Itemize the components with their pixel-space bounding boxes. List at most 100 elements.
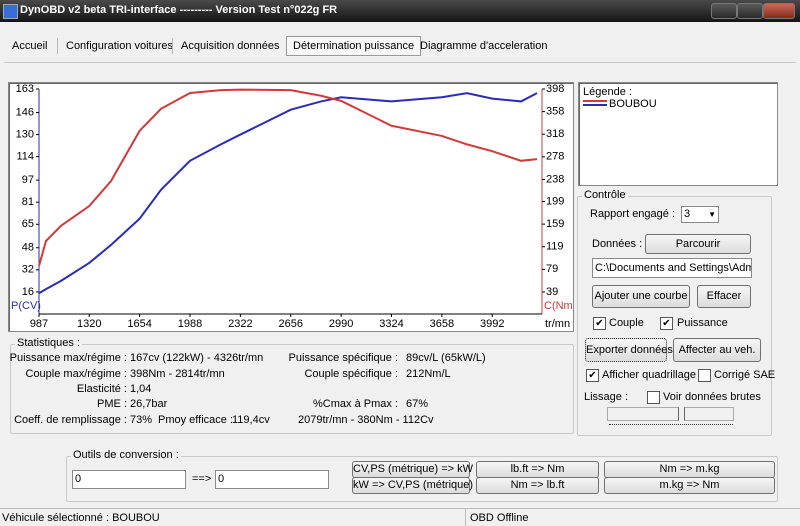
path-field[interactable]: C:\Documents and Settings\Admir <box>592 258 752 278</box>
x-tick-label: 3324 <box>379 318 403 330</box>
convert-button[interactable]: Nm => lb.ft <box>476 477 599 494</box>
add-curve-button[interactable]: Ajouter une courbe <box>592 285 690 308</box>
tab-separator <box>172 38 173 54</box>
legend-title: Légende : <box>583 86 632 98</box>
checkbox[interactable] <box>586 369 599 382</box>
export-button[interactable]: Exporter données <box>585 338 673 362</box>
y-tick-label: 65 <box>22 218 34 230</box>
tab[interactable]: Accueil <box>12 40 48 52</box>
y-tick-label: 146 <box>16 106 34 118</box>
legend-panel: Légende : BOUBOU <box>578 82 778 186</box>
stat-value: 212Nm/L <box>406 368 451 380</box>
gear-select[interactable]: 3 ▼ <box>681 206 719 223</box>
stat-label: Pmoy efficace : <box>158 414 233 426</box>
tab[interactable]: Diagramme d'acceleration <box>420 40 548 52</box>
checkbox-label: Afficher quadrillage <box>602 369 696 381</box>
x-tick-label: 1320 <box>77 318 101 330</box>
checkbox[interactable] <box>698 369 711 382</box>
y-tick-label: 48 <box>22 242 34 254</box>
y2-tick-label: 398 <box>546 83 564 95</box>
y-axis-label: P(CV) <box>11 300 41 312</box>
checkbox[interactable] <box>660 317 673 330</box>
y-tick-label: 97 <box>22 174 34 186</box>
stat-label: PME : <box>97 398 127 410</box>
tab[interactable]: Configuration voitures <box>66 40 174 52</box>
arrow-label: ==> <box>192 473 212 485</box>
series-line <box>38 88 538 267</box>
checkbox-label: Voir données brutes <box>663 391 761 403</box>
legend-entry: BOUBOU <box>609 98 657 110</box>
tab-separator <box>57 38 58 54</box>
tab[interactable]: Acquisition données <box>181 40 280 52</box>
convert-button[interactable]: kW => CV,PS (métrique) <box>352 477 473 494</box>
x-tick-label: 2990 <box>329 318 353 330</box>
convert-button[interactable]: lb.ft => Nm <box>476 461 599 478</box>
clear-button[interactable]: Effacer <box>697 285 751 308</box>
x-tick-label: 3992 <box>480 318 504 330</box>
stat-value: 73% <box>130 414 153 426</box>
checkbox[interactable] <box>593 317 606 330</box>
checkbox[interactable] <box>647 391 660 404</box>
slider[interactable] <box>607 407 679 421</box>
label: Données : <box>592 238 643 250</box>
x-tick-label: 987 <box>30 318 48 330</box>
gear-value: 3 <box>684 208 691 220</box>
status-text: OBD Offline <box>470 512 529 524</box>
stat-value: 1,04 <box>130 383 152 395</box>
convert-button[interactable]: m.kg => Nm <box>604 477 775 494</box>
y2-tick-label: 278 <box>546 151 564 163</box>
statistics-group <box>10 344 574 434</box>
group-title: Statistiques : <box>15 337 82 349</box>
title-bar: DynOBD v2 beta TRI-interface --------- V… <box>0 0 800 22</box>
control-group <box>577 196 772 436</box>
close-button[interactable] <box>763 3 795 19</box>
y2-tick-label: 79 <box>546 263 558 275</box>
x-tick-label: 1988 <box>178 318 202 330</box>
stat-value: 167cv (122kW) - 4326tr/mn <box>130 352 264 364</box>
y2-tick-label: 39 <box>546 286 558 298</box>
stat-label: %Cmax à Pmax : <box>313 398 398 410</box>
stat-value: 2079tr/mn - 380Nm - 112Cv <box>298 414 434 426</box>
conversion-group <box>66 456 778 502</box>
minimize-button[interactable] <box>711 3 737 19</box>
y2-tick-label: 238 <box>546 173 564 185</box>
x-tick-label: 2656 <box>278 318 302 330</box>
x-axis-label: tr/mn <box>545 318 570 330</box>
stat-label: Coeff. de remplissage : <box>14 414 127 426</box>
x-tick-label: 1654 <box>127 318 151 330</box>
assign-button[interactable]: Affecter au veh. <box>673 338 761 362</box>
tab-selected[interactable]: Détermination puissance <box>286 36 422 56</box>
stat-label: Couple spécifique : <box>304 368 398 380</box>
checkbox-label: Corrigé SAE <box>714 369 776 381</box>
y2-tick-label: 119 <box>546 241 564 253</box>
status-text: Véhicule sélectionné : BOUBOU <box>2 512 160 524</box>
stat-value: 67% <box>406 398 429 410</box>
slider[interactable] <box>684 407 734 421</box>
checkbox-label: Puissance <box>677 317 728 329</box>
output-field: 0 <box>215 470 329 489</box>
status-bar: Véhicule sélectionné : BOUBOU OBD Offlin… <box>0 508 800 526</box>
convert-button[interactable]: CV,PS (métrique) => kW <box>352 461 473 478</box>
series-line <box>38 92 538 295</box>
window-title: DynOBD v2 beta TRI-interface --------- V… <box>20 4 338 16</box>
chart: 16 32 48 65 81 97 114 130 146 163 39 79 119 159 199 238… <box>11 83 576 330</box>
stat-label: Couple max/régime : <box>25 368 128 380</box>
convert-button[interactable]: Nm => m.kg <box>604 461 775 478</box>
stat-value: 119,4cv <box>232 414 270 426</box>
browse-button[interactable]: Parcourir <box>645 234 751 254</box>
stat-value: 89cv/L (65kW/L) <box>406 352 486 364</box>
group-title: Contrôle <box>582 189 628 201</box>
maximize-button[interactable] <box>737 3 763 19</box>
stat-value: 398Nm - 2814tr/mn <box>130 368 225 380</box>
y-tick-label: 81 <box>22 196 34 208</box>
x-tick-label: 3658 <box>430 318 454 330</box>
label: Lissage : <box>584 391 629 403</box>
app-icon <box>3 4 18 19</box>
stat-label: Elasticité : <box>76 383 127 395</box>
y-tick-label: 130 <box>16 128 34 140</box>
stat-value: 26,7bar <box>130 398 168 410</box>
y2-axis-label: C(Nm) <box>544 300 573 312</box>
input-field[interactable]: 0 <box>72 470 186 489</box>
group-title: Outils de conversion : <box>71 449 181 461</box>
